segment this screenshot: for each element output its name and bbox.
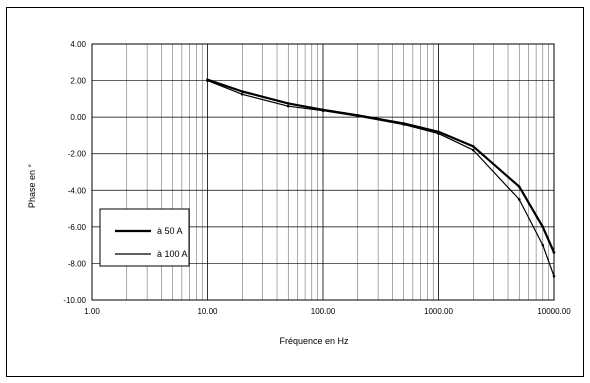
series-lines <box>206 78 556 278</box>
legend-label-100a: à 100 A <box>157 249 188 259</box>
data-point <box>541 225 545 229</box>
data-point <box>552 274 556 278</box>
data-point <box>437 130 440 134</box>
y-tick-label: 0.00 <box>70 113 86 122</box>
data-point <box>517 198 521 201</box>
y-tick-label: 2.00 <box>70 77 86 86</box>
data-point <box>552 251 556 254</box>
y-tick-label: -2.00 <box>68 150 87 159</box>
plot-area-border <box>91 43 555 301</box>
data-point <box>240 92 244 96</box>
data-point <box>541 243 545 247</box>
y-tick-label: 4.00 <box>70 40 86 49</box>
x-axis-label: Fréquence en Hz <box>279 336 349 346</box>
data-point <box>471 145 475 148</box>
data-point <box>471 148 475 152</box>
data-point <box>286 102 290 105</box>
tick-labels: 4.00 2.00 0.00 -2.00 -4.00 -6.00 -8.00 -10.00 1.… <box>63 40 571 316</box>
chart-frame: 4.00 2.00 0.00 -2.00 -4.00 -6.00 -8.00 -10.00 1.… <box>6 7 584 377</box>
legend-box <box>99 208 190 267</box>
legend: à 50 A à 100 A <box>99 208 190 267</box>
data-point <box>402 123 406 126</box>
y-tick-label: -6.00 <box>68 223 87 232</box>
y-axis-label: Phase en ° <box>27 164 37 209</box>
y-tick-label: -10.00 <box>63 296 86 305</box>
data-point <box>356 114 360 118</box>
x-tick-label: 100.00 <box>311 307 336 316</box>
y-tick-label: -4.00 <box>68 186 87 195</box>
series-line-100a <box>207 80 555 277</box>
data-point <box>240 90 244 93</box>
x-tick-label: 1000.00 <box>424 307 453 316</box>
data-point <box>286 104 290 108</box>
x-tick-label: 10.00 <box>197 307 218 316</box>
phase-chart: 4.00 2.00 0.00 -2.00 -4.00 -6.00 -8.00 -10.00 1.… <box>27 40 571 346</box>
axes <box>91 43 555 301</box>
data-point <box>437 132 440 135</box>
data-point <box>517 185 521 188</box>
x-tick-label: 1.00 <box>84 307 100 316</box>
legend-label-50a: à 50 A <box>157 226 183 236</box>
y-tick-label: -8.00 <box>68 259 87 268</box>
data-point <box>321 109 325 113</box>
data-point <box>206 79 209 82</box>
x-tick-label: 10000.00 <box>537 307 571 316</box>
